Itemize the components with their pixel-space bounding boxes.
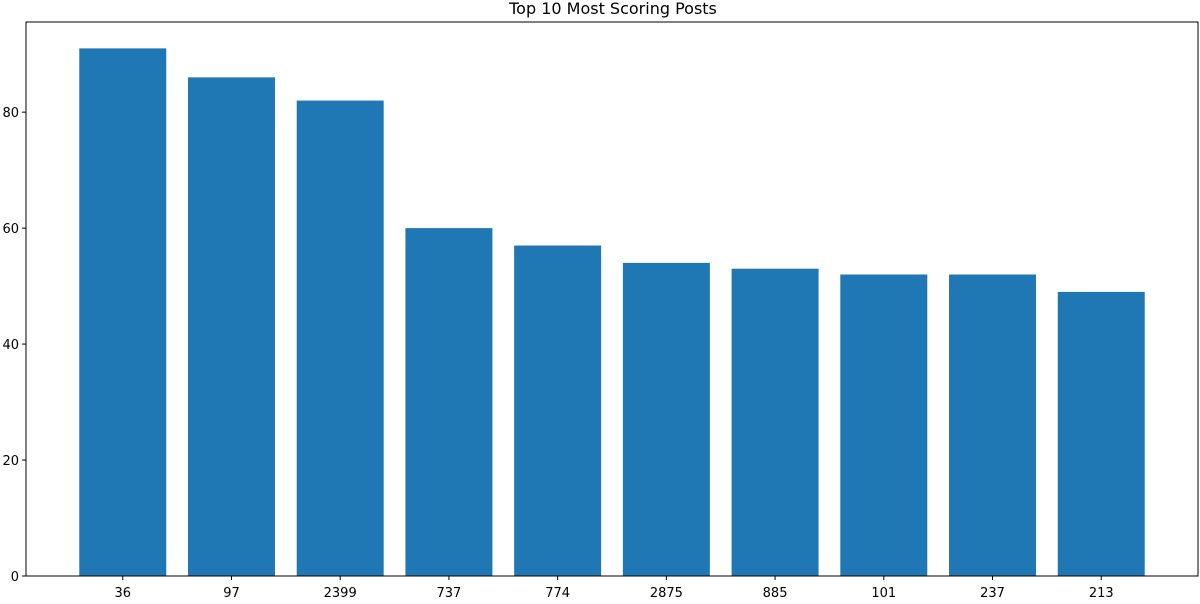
x-tick-label: 2875 — [650, 586, 683, 600]
x-tick-label: 97 — [223, 586, 240, 600]
bar-2399 — [296, 100, 384, 577]
x-tick-label: 2399 — [324, 586, 357, 600]
bar-2875 — [622, 262, 710, 576]
bar-885 — [731, 268, 819, 576]
x-tick-label: 213 — [1089, 586, 1114, 600]
bar-774 — [514, 245, 602, 576]
bar-36 — [79, 48, 167, 576]
bar-737 — [405, 228, 493, 576]
bar-237 — [949, 274, 1037, 576]
x-tick-label: 774 — [545, 586, 570, 600]
y-tick-label: 40 — [2, 338, 19, 353]
x-tick-label: 737 — [437, 586, 462, 600]
x-tick-label: 101 — [871, 586, 896, 600]
bar-101 — [840, 274, 928, 576]
chart-title: Top 10 Most Scoring Posts — [508, 0, 717, 18]
plot-frame — [25, 21, 1199, 577]
y-tick-label: 20 — [2, 454, 19, 469]
bar-213 — [1057, 291, 1145, 576]
y-tick-label: 80 — [2, 106, 19, 121]
x-tick-label: 885 — [763, 586, 788, 600]
x-axis: 36 97 2399 737 774 2875 885 101 237 213 — [114, 576, 1114, 601]
y-tick-label: 60 — [2, 222, 19, 237]
y-axis: 0 20 40 60 80 — [2, 106, 26, 585]
x-tick-label: 36 — [114, 586, 131, 600]
y-tick-label: 0 — [11, 570, 19, 585]
x-tick-label: 237 — [980, 586, 1005, 600]
bars-group — [79, 48, 1145, 577]
bar-97 — [187, 77, 275, 577]
